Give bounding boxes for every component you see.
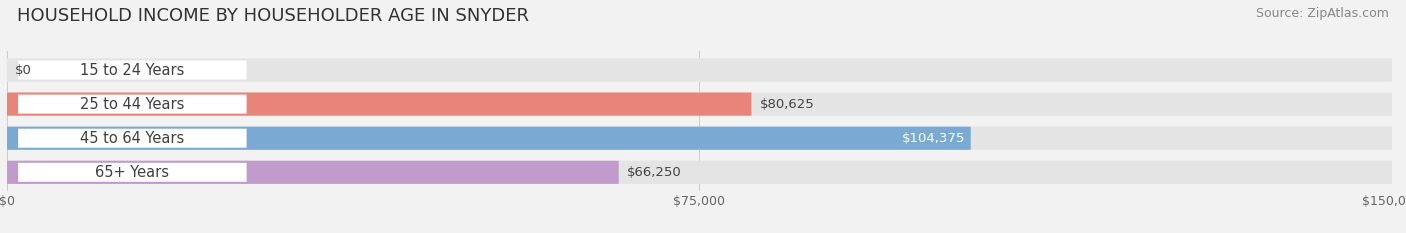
Text: $80,625: $80,625: [759, 98, 814, 111]
Text: $0: $0: [15, 64, 32, 76]
FancyBboxPatch shape: [7, 93, 751, 116]
Text: HOUSEHOLD INCOME BY HOUSEHOLDER AGE IN SNYDER: HOUSEHOLD INCOME BY HOUSEHOLDER AGE IN S…: [17, 7, 529, 25]
FancyBboxPatch shape: [18, 61, 246, 79]
FancyBboxPatch shape: [7, 127, 1392, 150]
FancyBboxPatch shape: [7, 58, 1392, 82]
FancyBboxPatch shape: [7, 161, 619, 184]
FancyBboxPatch shape: [18, 129, 246, 148]
FancyBboxPatch shape: [18, 95, 246, 114]
Text: $104,375: $104,375: [901, 132, 965, 145]
Text: $66,250: $66,250: [627, 166, 682, 179]
Text: 65+ Years: 65+ Years: [96, 165, 169, 180]
FancyBboxPatch shape: [18, 163, 246, 182]
Text: 15 to 24 Years: 15 to 24 Years: [80, 62, 184, 78]
FancyBboxPatch shape: [7, 127, 970, 150]
Text: 45 to 64 Years: 45 to 64 Years: [80, 131, 184, 146]
Text: 25 to 44 Years: 25 to 44 Years: [80, 97, 184, 112]
FancyBboxPatch shape: [7, 93, 1392, 116]
FancyBboxPatch shape: [7, 161, 1392, 184]
Text: Source: ZipAtlas.com: Source: ZipAtlas.com: [1256, 7, 1389, 20]
